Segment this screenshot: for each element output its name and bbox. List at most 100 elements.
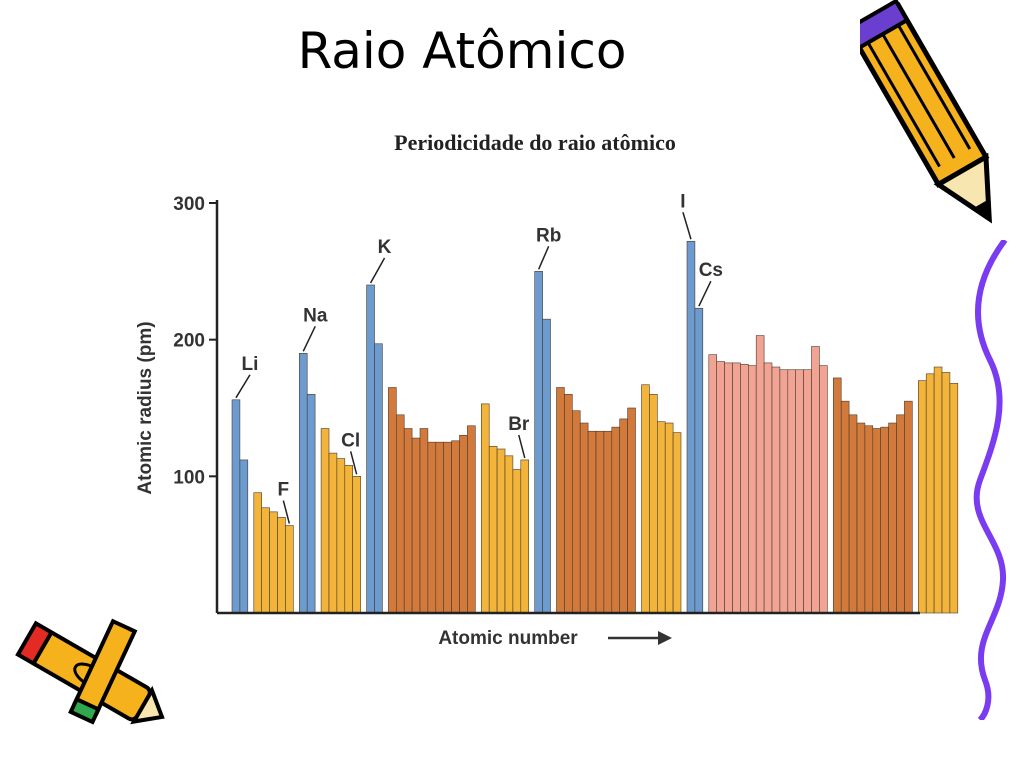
bar — [542, 318, 551, 614]
bar — [656, 421, 666, 614]
bar — [366, 284, 375, 614]
bar — [459, 435, 468, 614]
annotation-leader — [369, 257, 386, 284]
bar — [925, 373, 935, 614]
annotations-group: Li F Na Cl K Br Rb I Cs Po — [0, 0, 723, 524]
bar — [795, 369, 804, 614]
bar — [708, 354, 717, 614]
bar — [261, 507, 270, 614]
bar — [451, 440, 460, 614]
bar — [627, 407, 636, 614]
bar — [520, 459, 529, 614]
bar — [352, 476, 361, 614]
bar — [395, 414, 405, 614]
y-ticks-group: 100 200 300 — [173, 194, 217, 488]
bar — [564, 394, 573, 614]
bar — [779, 369, 789, 614]
bar — [443, 441, 452, 614]
bar — [467, 425, 476, 614]
annotation-leader — [282, 500, 291, 524]
y-tick-label: 200 — [173, 331, 205, 352]
element-label-f: F — [278, 480, 290, 501]
bar — [231, 399, 241, 614]
annotation-leader — [537, 246, 550, 270]
bar — [534, 271, 543, 614]
element-label-cl: Cl — [341, 430, 360, 451]
crayons-icon — [15, 618, 165, 725]
annotation-leader — [682, 212, 692, 240]
bar — [933, 366, 943, 614]
bar — [649, 394, 658, 614]
element-label-cs: Cs — [699, 260, 723, 281]
bar — [747, 365, 757, 614]
element-label-br: Br — [508, 414, 530, 435]
bar — [819, 365, 828, 614]
bar — [856, 422, 866, 614]
bar — [556, 387, 565, 614]
bar — [496, 448, 506, 614]
bar — [694, 307, 704, 614]
annotation-leader — [302, 326, 316, 352]
bar — [904, 400, 913, 614]
bar — [277, 517, 286, 614]
pencil-icon — [860, 0, 992, 224]
bar — [763, 362, 773, 614]
bar — [269, 511, 278, 614]
bar — [512, 469, 522, 614]
element-label-po: Po — [0, 0, 12, 5]
element-label-rb: Rb — [536, 225, 561, 246]
bar — [848, 414, 858, 614]
bar — [388, 387, 397, 614]
bar — [755, 335, 765, 614]
squiggle-decoration — [973, 240, 1008, 720]
bar — [328, 452, 338, 614]
bar — [504, 455, 514, 614]
bar — [579, 422, 589, 614]
bar — [336, 458, 346, 614]
annotation-leader — [518, 434, 526, 459]
bar — [611, 426, 620, 614]
bar — [374, 343, 383, 614]
bar — [587, 430, 597, 614]
bar — [872, 428, 881, 614]
bar — [941, 372, 951, 614]
bar — [571, 410, 581, 614]
y-axis-label: Atomic radius (pm) — [135, 321, 156, 494]
bar — [419, 428, 429, 614]
bar — [239, 459, 249, 614]
bar — [320, 428, 330, 614]
bar — [603, 430, 613, 614]
y-tick-label: 300 — [173, 194, 205, 215]
bar — [787, 369, 796, 614]
bar — [619, 418, 628, 614]
bar — [832, 377, 842, 614]
bar — [811, 346, 820, 614]
slide-title: Raio Atômico — [297, 22, 627, 80]
bar — [949, 383, 959, 614]
bar — [880, 426, 889, 614]
x-axis-arrow — [608, 631, 672, 645]
bar — [435, 441, 444, 614]
bar — [724, 362, 733, 614]
element-label-li: Li — [242, 354, 259, 375]
bar — [641, 384, 650, 614]
annotation-leader — [235, 374, 251, 399]
bar — [740, 363, 749, 614]
bar — [672, 432, 682, 614]
bar — [732, 362, 741, 614]
annotation-leader — [349, 451, 358, 475]
bar — [917, 380, 927, 614]
bar — [840, 400, 850, 614]
bar — [716, 361, 725, 614]
element-label-k: K — [378, 237, 392, 258]
bar — [344, 465, 353, 614]
bar — [664, 422, 674, 614]
bar — [488, 445, 498, 614]
bar — [427, 441, 437, 614]
bar — [480, 403, 490, 614]
chart-title: Periodicidade do raio atômico — [394, 130, 676, 155]
bar — [306, 394, 316, 614]
bar — [411, 437, 421, 614]
bar — [403, 428, 413, 614]
